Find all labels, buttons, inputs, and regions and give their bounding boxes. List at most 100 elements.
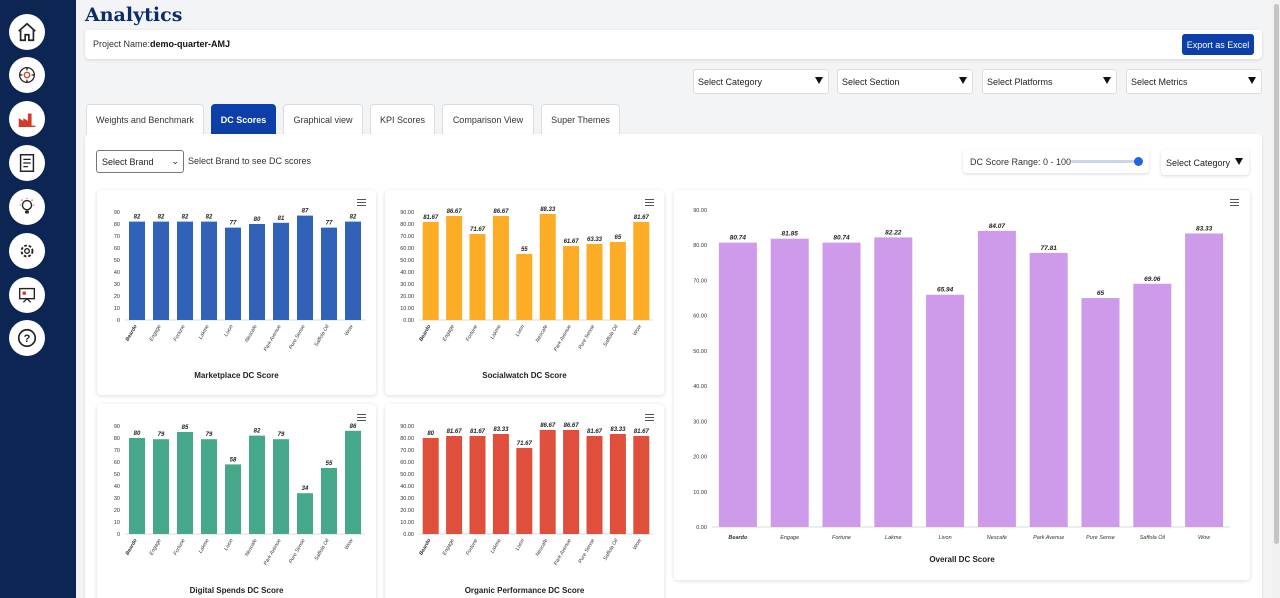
nav-reports[interactable] [9,145,45,181]
nav-insights[interactable] [9,189,45,225]
nav-home[interactable] [9,14,45,50]
data-label: 63.33 [587,237,603,243]
chart-menu-icon[interactable] [357,414,366,421]
select-metrics-dropdown[interactable]: Select Metrics [1126,69,1262,94]
caret-down-icon [1103,77,1111,84]
page-scrollbar[interactable] [1272,0,1280,598]
nav-brands[interactable] [9,101,45,137]
export-excel-button[interactable]: Export as Excel [1182,34,1254,55]
y-tick-label: 90.00 [400,424,414,430]
y-tick-label: 40.00 [400,270,414,276]
y-tick-label: 10.00 [400,306,414,312]
x-tick-label: Park Avenue [553,538,573,567]
brand-select[interactable]: Select Brand ⌄ [96,150,184,173]
bar [469,233,486,320]
tab-kpi-scores[interactable]: KPI Scores [370,104,435,135]
x-tick-label: Park Avenue [1033,535,1064,541]
range-slider-track[interactable] [1071,160,1141,163]
data-label: 80.74 [730,235,747,242]
x-tick-label: Fortune [465,324,479,343]
data-label: 81.67 [423,215,439,221]
data-label: 84.07 [989,223,1006,230]
y-tick-label: 0.00 [403,532,414,538]
x-tick-label: Beardo [125,538,139,556]
bar [201,439,217,534]
x-tick-label: Livon [223,324,234,338]
y-tick-label: 90 [114,424,120,430]
nav-settings[interactable] [9,233,45,269]
data-label: 82 [134,215,141,221]
select-platforms-dropdown[interactable]: Select Platforms [982,69,1117,94]
select-section-dropdown[interactable]: Select Section [837,69,973,94]
data-label: 82 [254,429,261,435]
nav-help[interactable]: ? [9,320,45,356]
bar [609,434,626,534]
bar [153,221,169,320]
home-icon [18,22,36,42]
y-tick-label: 20 [114,294,120,300]
bar [129,221,145,320]
chart-menu-icon[interactable] [1230,199,1239,206]
bar [977,230,1016,527]
bar [1185,233,1224,527]
x-tick-label: Lakme [885,535,902,541]
x-tick-label: Engage [442,324,456,343]
bar [586,435,603,534]
x-tick-label: Fortune [173,324,187,343]
caret-down-icon [1235,158,1243,165]
bar [446,435,463,534]
x-tick-label: Livon [223,538,234,552]
scrollbar-thumb[interactable] [1274,4,1279,544]
nav-ai-insights[interactable] [9,57,45,93]
y-tick-label: 20.00 [400,294,414,300]
organic-performance-bar-chart: 0.00 10.00 20.00 30.00 40.00 50.00 60.00 70.00 8… [400,423,653,567]
marketplace-bar-chart: 0 10 20 30 40 50 60 70 80 90 82 Beardo 82 Engage 82 For… [114,209,365,352]
x-tick-label: Nescafe [244,324,259,344]
data-label: 81.67 [447,429,463,435]
project-name: demo-quarter-AMJ [150,39,231,49]
bar [770,238,809,527]
y-tick-label: 90.00 [693,208,707,214]
tab-comparison-view[interactable]: Comparison View [442,104,534,135]
nav-presentation[interactable] [9,277,45,313]
data-label: 77.81 [1041,245,1058,252]
x-tick-label: Wow [1198,535,1211,541]
data-label: 81.67 [587,429,603,435]
data-label: 79 [206,432,213,438]
select-category-dropdown[interactable]: Select Category [693,69,829,94]
bar [225,464,241,534]
tab-dc-scores[interactable]: DC Scores [211,104,276,135]
y-tick-label: 10 [114,520,120,526]
bar [297,215,313,320]
bar [249,435,265,534]
y-tick-label: 60.00 [400,246,414,252]
data-label: 86.67 [493,209,509,215]
y-tick-label: 70.00 [400,234,414,240]
data-label: 71.67 [470,227,486,233]
bar [563,245,580,320]
x-tick-label: Nescafe [535,538,550,558]
overall-chart-card: 0.00 10.00 20.00 30.00 40.00 50.00 60.00 70.00 8… [674,190,1250,580]
bar [516,254,533,320]
y-tick-label: 50.00 [400,258,414,264]
tab-graphical-view[interactable]: Graphical view [283,104,363,135]
data-label: 82.22 [885,229,902,236]
bar [539,429,556,534]
bar [563,429,580,534]
tab-super-themes[interactable]: Super Themes [541,104,620,135]
chart-menu-icon[interactable] [357,199,366,206]
y-tick-label: 80.00 [400,436,414,442]
digital-spends-chart-card: 0 10 20 30 40 50 60 70 80 90 80 Beardo 79 Engage 85 For… [97,404,376,598]
category-select[interactable]: Select Category [1161,150,1249,175]
tab-weights-benchmark[interactable]: Weights and Benchmark [86,104,204,135]
range-slider-thumb[interactable] [1134,157,1143,166]
y-tick-label: 70 [114,234,120,240]
data-label: 71.67 [517,441,533,447]
data-label: 85 [182,425,189,431]
y-tick-label: 80 [114,222,120,228]
chart-menu-icon[interactable] [645,414,654,421]
chart-title: Organic Performance DC Score [464,586,585,595]
settings-icon [20,244,34,258]
x-tick-label: Engage [149,538,163,557]
chart-menu-icon[interactable] [645,199,654,206]
